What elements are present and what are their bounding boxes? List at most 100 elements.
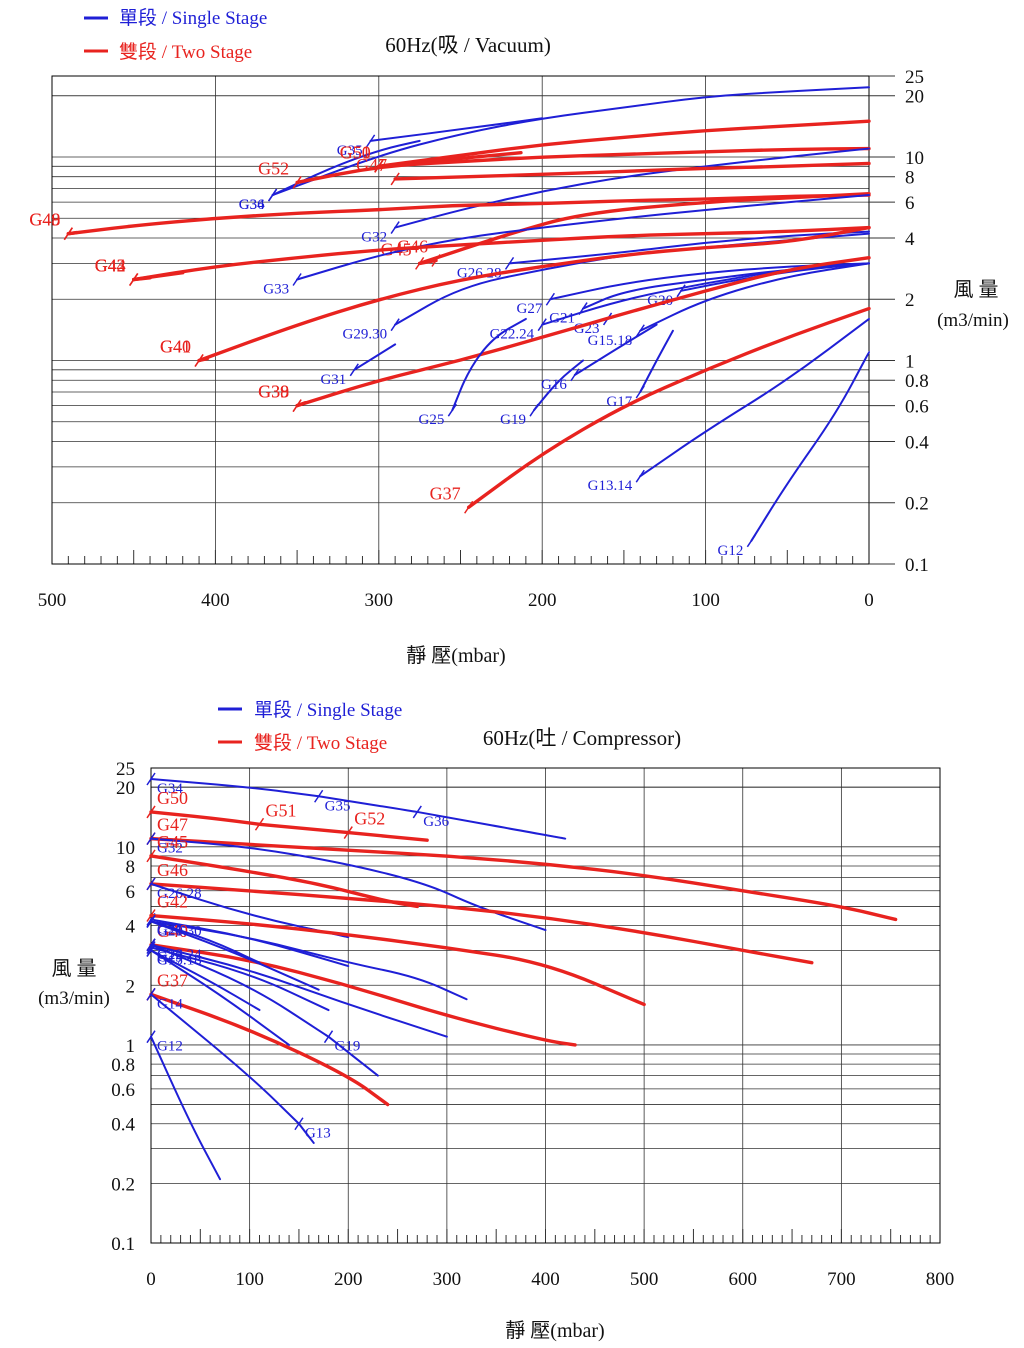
series-label-g20: G20 [157, 923, 183, 939]
y-tick-label: 25 [116, 759, 135, 780]
series-marker-g34 [146, 772, 156, 786]
series-label-g47: G47 [356, 155, 387, 175]
y-tick-label: 2 [905, 290, 915, 311]
series-line-g38 [295, 255, 871, 408]
series-marker-g46 [431, 254, 441, 267]
compressor-ylabel-1: 風 量 [52, 958, 97, 980]
compressor-plot-frame [150, 767, 941, 1244]
y-tick-label: 1 [905, 351, 915, 372]
series-marker-g12 [146, 1030, 156, 1044]
y-tick-label: 0.8 [905, 371, 929, 392]
series-line-g13-14 [639, 317, 870, 478]
series-line-g22-24 [541, 262, 870, 326]
series-line-g37 [466, 306, 871, 509]
y-tick-label: 8 [905, 168, 915, 189]
series-line-g34 [150, 777, 320, 798]
series-label-g40: G40 [160, 336, 191, 356]
x-tick-label: 700 [827, 1269, 856, 1290]
series-marker-g13-14 [635, 469, 645, 483]
compressor-chart-title: 60Hz(吐 / Compressor) [483, 726, 681, 750]
series-line-g37 [149, 992, 390, 1107]
series-label-g13-14: G13.14 [588, 478, 633, 494]
compressor-gridlines [150, 768, 941, 1244]
x-tick-label: 600 [729, 1269, 758, 1290]
y-tick-label: 4 [905, 229, 915, 250]
series-marker-g42 [146, 909, 156, 922]
series-label-g46: G46 [157, 860, 188, 880]
y-tick-label: 0.2 [905, 494, 929, 515]
compressor-ylabel-2: (m3/min) [38, 988, 110, 1009]
series-line-g32 [150, 837, 547, 932]
series-marker-g23 [146, 941, 156, 954]
y-tick-label: 20 [905, 87, 924, 108]
series-line-g40 [149, 943, 577, 1047]
series-label-g13: G13 [305, 1126, 331, 1142]
series-line-g33 [296, 194, 870, 281]
series-marker-g52 [343, 826, 353, 840]
series-label-g37: G37 [430, 483, 461, 503]
series-label-g32: G32 [157, 841, 183, 857]
series-line-g31 [353, 343, 397, 371]
series-label-g32: G32 [361, 230, 387, 246]
y-tick-label: 6 [126, 882, 136, 903]
series-label-g45: G45 [157, 832, 188, 852]
x-tick-label: 400 [531, 1269, 560, 1290]
vacuum-xlabel: 靜 壓(mbar) [406, 644, 505, 667]
series-label-g51: G51 [265, 800, 296, 820]
series-marker-g36 [412, 805, 422, 819]
series-line-g21 [150, 920, 320, 991]
y-tick-label: 10 [116, 838, 135, 859]
x-tick-label: 300 [365, 590, 394, 611]
series-line-g50 [149, 810, 262, 826]
series-label-g44: G44 [95, 256, 126, 276]
y-tick-label: 0.2 [111, 1174, 135, 1195]
series-line-g12 [750, 351, 870, 542]
y-tick-label: 1 [126, 1036, 136, 1057]
series-marker-g25 [447, 403, 457, 417]
series-line-g50 [377, 119, 871, 168]
series-line-g17 [150, 949, 291, 1046]
series-marker-g19 [323, 1030, 334, 1044]
series-label-g47: G47 [157, 815, 188, 835]
x-tick-label: 100 [235, 1269, 264, 1290]
series-line-g35 [369, 117, 544, 142]
x-tick-label: 0 [864, 590, 874, 611]
series-marker-g16 [146, 938, 156, 952]
series-label-g38: G38 [258, 382, 289, 402]
series-label-g19: G19 [500, 412, 526, 428]
series-line-g16 [573, 323, 658, 376]
y-tick-label: 20 [116, 778, 135, 799]
y-tick-label: 0.4 [905, 432, 929, 453]
series-label-g37: G37 [157, 970, 188, 990]
x-tick-label: 200 [528, 590, 557, 611]
series-line-g13 [297, 1122, 315, 1144]
series-label-g35: G35 [337, 143, 363, 159]
series-marker-g44 [129, 273, 139, 286]
y-tick-label: 8 [126, 857, 136, 878]
vacuum-legend-two-label: 雙段 / Two Stage [119, 41, 252, 63]
y-tick-label: 0.8 [111, 1055, 135, 1076]
y-tick-label: 0.6 [111, 1080, 135, 1101]
series-marker-g52 [292, 175, 302, 189]
series-label-g12: G12 [718, 543, 744, 559]
series-marker-g33 [292, 273, 302, 286]
series-line-g45 [417, 192, 871, 266]
series-marker-g39 [292, 399, 302, 413]
series-label-g36: G36 [239, 197, 265, 213]
series-line-g52 [346, 830, 429, 842]
compressor-legend-single-label: 單段 / Single Stage [254, 699, 402, 721]
series-marker-g26-28 [504, 256, 515, 270]
series-label-g50: G50 [340, 142, 371, 162]
vacuum-legend-single-label: 單段 / Single Stage [119, 7, 267, 29]
series-label-g48: G48 [29, 210, 60, 230]
series-line-g51 [257, 822, 350, 835]
series-line-g32 [394, 147, 870, 229]
series-line-g16 [150, 943, 330, 1038]
series-label-g12: G12 [157, 1039, 183, 1055]
compressor-chart: 單段 / Single Stage 雙段 / Two Stage 60Hz(吐 … [38, 699, 954, 1342]
series-marker-g13 [294, 1117, 304, 1131]
series-label-g43: G43 [95, 256, 126, 276]
